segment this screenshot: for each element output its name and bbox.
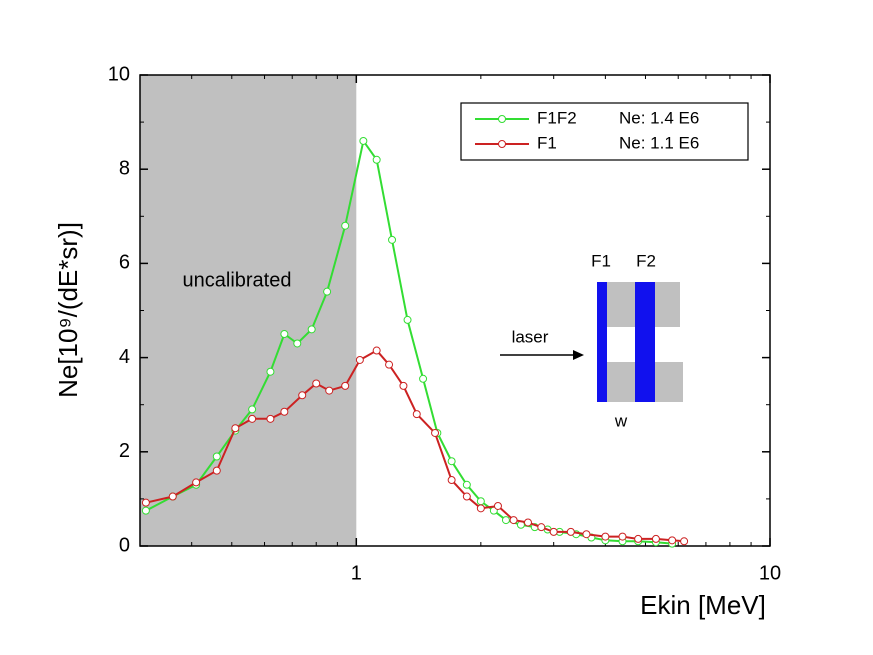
data-point xyxy=(476,497,485,506)
data-point xyxy=(582,530,591,539)
series-line xyxy=(145,349,685,543)
data-point xyxy=(509,516,518,525)
data-point xyxy=(266,367,275,376)
data-point xyxy=(312,379,321,388)
y-tick-label: 4 xyxy=(119,346,130,368)
legend-marker xyxy=(498,115,506,123)
x-tick-label: 1 xyxy=(351,562,362,584)
y-tick-label: 8 xyxy=(119,157,130,179)
data-point xyxy=(168,492,177,501)
legend-box xyxy=(460,102,749,161)
foil-f2 xyxy=(635,282,655,402)
data-point xyxy=(412,410,421,419)
data-point xyxy=(419,374,428,383)
inset-label: w xyxy=(614,411,628,430)
data-point xyxy=(359,136,368,145)
data-point xyxy=(192,478,201,487)
data-point xyxy=(231,424,240,433)
data-point xyxy=(141,506,150,515)
shaded-region-label: uncalibrated xyxy=(183,269,292,291)
legend-label: F1F2 xyxy=(537,108,577,127)
data-point xyxy=(341,381,350,390)
data-point xyxy=(462,480,471,489)
data-point xyxy=(280,407,289,416)
y-axis-label: Ne[10⁹/(dE*sr)] xyxy=(53,222,83,398)
data-point xyxy=(355,355,364,364)
data-point xyxy=(601,532,610,541)
data-point xyxy=(385,360,394,369)
data-point xyxy=(523,518,532,527)
data-point xyxy=(403,315,412,324)
data-point xyxy=(372,346,381,355)
inset-label: F1 xyxy=(591,251,611,270)
data-point xyxy=(298,391,307,400)
arrow-head xyxy=(573,350,584,360)
data-point xyxy=(634,534,643,543)
data-point xyxy=(388,235,397,244)
data-point xyxy=(325,386,334,395)
data-point xyxy=(307,325,316,334)
data-point xyxy=(462,492,471,501)
foil-f1 xyxy=(597,282,607,402)
data-point xyxy=(431,428,440,437)
data-point xyxy=(618,532,627,541)
data-point xyxy=(372,155,381,164)
data-point xyxy=(447,457,456,466)
data-point xyxy=(248,405,257,414)
data-point xyxy=(493,501,502,510)
data-point xyxy=(293,339,302,348)
data-point xyxy=(141,498,150,507)
data-point xyxy=(248,414,257,423)
data-point xyxy=(476,504,485,513)
data-point xyxy=(447,476,456,485)
y-tick-label: 10 xyxy=(108,63,130,85)
data-point xyxy=(212,452,221,461)
data-point xyxy=(280,330,289,339)
y-tick-label: 2 xyxy=(119,440,130,462)
data-point xyxy=(680,537,689,546)
legend-note: Ne: 1.1 E6 xyxy=(619,133,699,152)
inset-label: F2 xyxy=(636,251,656,270)
data-point xyxy=(651,534,660,543)
shaded-region xyxy=(140,75,357,546)
data-point xyxy=(668,536,677,545)
y-tick-label: 0 xyxy=(119,534,130,556)
data-point xyxy=(399,381,408,390)
target-diagram: F1 F2 laser w xyxy=(500,251,683,430)
y-tick-label: 6 xyxy=(119,252,130,274)
data-point xyxy=(323,287,332,296)
data-point xyxy=(501,516,510,525)
x-tick-label: 10 xyxy=(759,562,781,584)
data-point xyxy=(266,414,275,423)
data-point xyxy=(537,523,546,532)
inset-label: laser xyxy=(512,327,549,346)
x-axis-label: Ekin [MeV] xyxy=(640,590,766,620)
legend-note: Ne: 1.4 E6 xyxy=(619,108,699,127)
data-point xyxy=(341,221,350,230)
legend-label: F1 xyxy=(537,133,557,152)
data-point xyxy=(549,527,558,536)
data-point xyxy=(566,527,575,536)
legend-marker xyxy=(498,140,506,148)
data-point xyxy=(212,466,221,475)
